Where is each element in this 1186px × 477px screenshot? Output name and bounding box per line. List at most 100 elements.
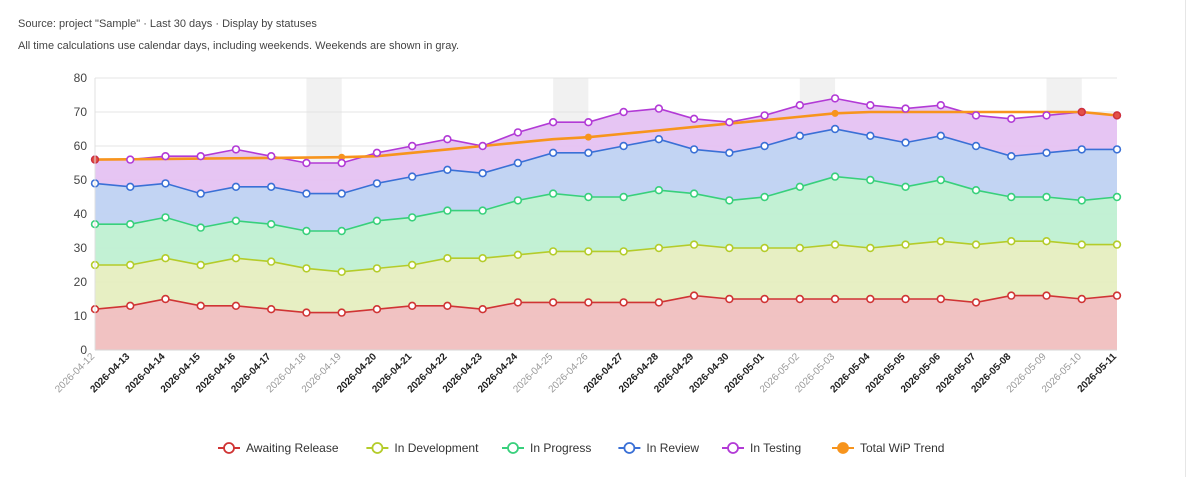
data-point: [760, 192, 769, 202]
area-in-testing: [95, 98, 1117, 194]
legend-swatch-marker: [371, 442, 384, 454]
data-point: [795, 243, 805, 253]
data-point: [231, 301, 241, 310]
data-point: [936, 175, 945, 185]
data-point: [936, 294, 945, 304]
data-point: [619, 141, 628, 151]
data-point: [901, 294, 910, 304]
series-lines: [94, 97, 1118, 314]
data-point: [936, 131, 945, 141]
y-tick-label: 50: [74, 173, 88, 187]
line-awaiting-release: [94, 294, 1118, 314]
data-point: [548, 189, 558, 198]
data-point: [619, 298, 628, 307]
data-point: [337, 189, 346, 198]
chart-legend: Awaiting Release In Development In Progres…: [218, 441, 944, 455]
data-point: [760, 111, 769, 120]
trend-end-point: [1112, 111, 1122, 120]
data-point: [654, 104, 664, 113]
data-point: [337, 158, 346, 168]
data-point: [866, 243, 875, 253]
data-point: [302, 308, 311, 317]
data-point: [1112, 291, 1122, 300]
data-point: [478, 254, 487, 263]
legend-swatch-marker: [837, 442, 849, 454]
data-point: [372, 264, 382, 273]
data-point: [725, 196, 734, 205]
chart-source-info: Source: project "Sample" · Last 30 days …: [18, 18, 317, 30]
data-point: [901, 104, 910, 113]
data-point: [513, 196, 523, 205]
data-point: [1077, 196, 1086, 205]
data-point: [584, 117, 593, 127]
data-point: [478, 305, 487, 314]
data-point: [1042, 148, 1051, 158]
data-point: [654, 243, 664, 253]
x-axis: 2026-04-122026-04-132026-04-142026-04-15…: [53, 349, 1119, 395]
data-point: [196, 189, 205, 198]
data-point: [407, 172, 417, 181]
data-point: [830, 240, 840, 249]
y-tick-label: 70: [74, 105, 88, 119]
y-tick-label: 60: [74, 139, 88, 153]
data-point: [231, 254, 241, 263]
data-point: [302, 189, 311, 198]
legend-label: In Development: [394, 441, 479, 455]
data-point: [513, 298, 523, 307]
data-point: [654, 186, 664, 195]
data-point: [619, 107, 628, 117]
area-in-development: [95, 241, 1117, 313]
data-point: [372, 179, 382, 188]
data-point: [1112, 192, 1122, 202]
data-point: [584, 298, 593, 307]
data-point: [1042, 192, 1051, 202]
data-point: [654, 298, 664, 307]
data-point: [830, 124, 840, 134]
data-point: [302, 264, 311, 273]
data-point: [971, 240, 981, 249]
data-point: [795, 131, 805, 141]
data-point: [1007, 237, 1016, 246]
data-point: [337, 226, 346, 236]
data-point: [760, 141, 769, 151]
data-point: [267, 257, 276, 266]
data-point: [372, 305, 382, 314]
data-point: [126, 260, 135, 270]
data-point: [971, 298, 981, 307]
legend-item-in-progress: In Progress: [502, 441, 591, 455]
data-point: [231, 216, 241, 226]
data-point: [936, 100, 945, 110]
legend-swatch-marker: [623, 442, 636, 454]
data-point: [548, 247, 558, 256]
data-point: [1112, 240, 1122, 249]
area-in-review: [95, 129, 1117, 231]
data-point: [936, 237, 945, 246]
trend-point: [584, 133, 592, 141]
data-point: [1077, 294, 1086, 304]
area-awaiting-release: [95, 295, 1117, 350]
line-in-progress: [95, 175, 1118, 232]
data-point: [1007, 291, 1016, 300]
data-point: [1007, 192, 1016, 202]
data-point: [196, 223, 205, 232]
data-point: [1077, 145, 1086, 154]
data-point: [901, 138, 910, 147]
line-in-testing: [95, 97, 1118, 164]
data-point: [584, 247, 593, 256]
data-point: [478, 169, 487, 178]
data-point: [1007, 152, 1016, 161]
y-tick-label: 40: [74, 207, 88, 221]
data-point: [372, 216, 382, 226]
line-in-development: [95, 240, 1117, 273]
data-point: [302, 226, 311, 236]
data-point: [901, 182, 910, 192]
data-point: [126, 155, 135, 164]
data-point: [196, 152, 205, 161]
data-point: [443, 301, 452, 310]
data-point: [1077, 240, 1086, 249]
data-point: [196, 301, 205, 310]
series-points: [90, 94, 1122, 317]
data-point: [795, 294, 805, 304]
data-point: [584, 192, 593, 202]
